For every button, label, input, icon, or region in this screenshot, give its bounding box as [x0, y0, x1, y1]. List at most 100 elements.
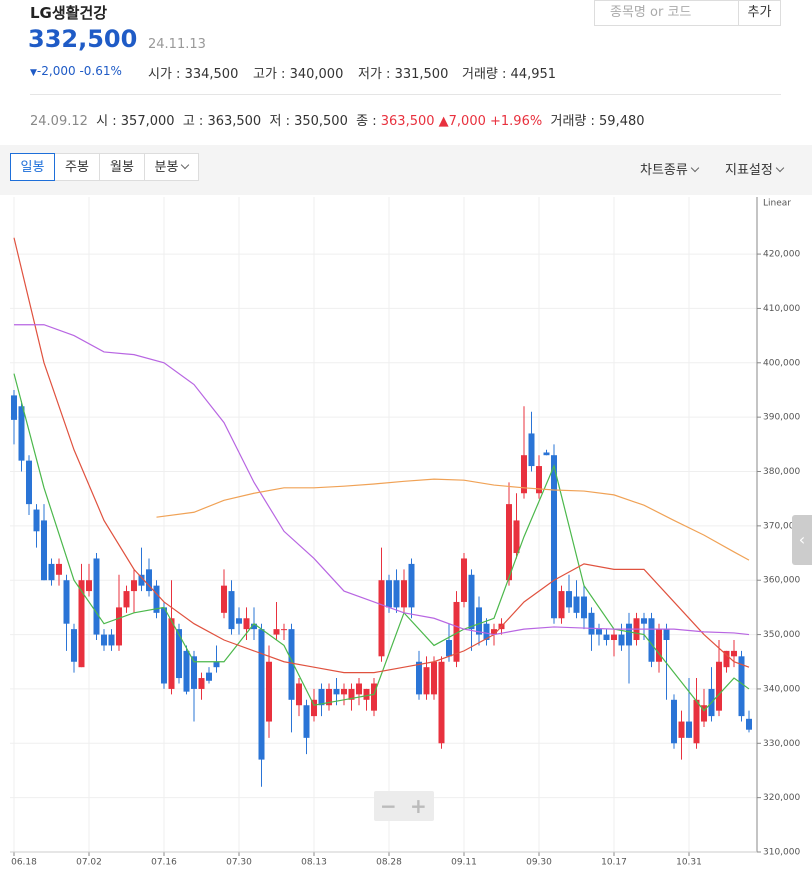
candle-body — [528, 433, 535, 467]
chevron — [690, 163, 700, 173]
stat-label: 저가 — [358, 67, 382, 82]
indicator-menu[interactable]: 지표설정 — [725, 159, 785, 178]
grid — [10, 197, 757, 853]
candle-body — [611, 634, 617, 641]
tab-month[interactable]: 월봉 — [99, 153, 145, 181]
y-tick-label: 360,000 — [763, 576, 800, 586]
candle-body — [656, 629, 662, 662]
candle-body — [48, 563, 55, 581]
candle-body — [671, 699, 677, 744]
candle-body — [693, 699, 700, 744]
day-value: 363,500 — [380, 114, 435, 129]
zoom-out[interactable]: − — [380, 794, 397, 818]
stat: 시가 : 334,500 — [148, 67, 239, 82]
moving-average-line — [13, 237, 750, 674]
moving-average-line — [13, 373, 750, 712]
candle-body — [423, 667, 430, 695]
candle-body — [513, 520, 520, 554]
candle-body — [738, 656, 745, 717]
stock-name: LG생활건강 — [30, 4, 108, 22]
y-tick-label: 350,000 — [763, 630, 800, 640]
candle-body — [213, 661, 220, 668]
candle-body — [191, 656, 197, 689]
candle-body — [491, 629, 497, 635]
x-tick-label: 07.16 — [151, 858, 177, 868]
candle-body — [573, 596, 580, 613]
add-button[interactable]: 추가 — [738, 0, 781, 26]
candle-body — [686, 721, 692, 738]
candle-body — [41, 520, 47, 581]
candle-body — [18, 406, 25, 461]
y-tick-label: 420,000 — [763, 250, 800, 260]
candle-body — [303, 705, 310, 738]
candle-body — [506, 504, 512, 581]
tab-week[interactable]: 주봉 — [54, 153, 100, 181]
chart: Linear 310,000 320,000 330,000 340,000 350,0… — [10, 197, 800, 868]
candle-body — [348, 688, 355, 700]
x-tick-label: 10.31 — [676, 858, 702, 868]
candle-body — [71, 629, 77, 662]
stat: 저가 : 331,500 — [358, 67, 449, 82]
candle-body — [266, 661, 272, 722]
candle-body — [146, 569, 152, 592]
candle-body — [408, 563, 415, 608]
day-value: 350,500 — [294, 114, 348, 129]
candle-body — [663, 629, 670, 641]
candle-body — [566, 591, 572, 608]
day-value: 363,500 — [207, 114, 262, 129]
y-tick-label: 410,000 — [763, 304, 800, 314]
candle-body — [386, 580, 392, 608]
zoom-control: − + — [374, 791, 434, 821]
candle-body — [26, 460, 32, 505]
candle-body — [626, 623, 632, 646]
side-panel-handle[interactable]: ‹ — [792, 515, 812, 565]
day-value: 59,480 — [599, 114, 645, 129]
candle-body — [153, 585, 160, 613]
candle-body — [108, 634, 115, 646]
change: ▼-2,000 -0.61% — [30, 64, 122, 78]
candle-body — [131, 580, 137, 592]
candle-body — [588, 612, 595, 635]
candle-body — [243, 618, 250, 630]
y-tick-label: 380,000 — [763, 467, 800, 477]
date: 24.11.13 — [148, 37, 206, 52]
candle-body — [123, 591, 130, 608]
day-label: 고 — [182, 114, 195, 129]
search-input[interactable]: 종목명 or 코드 — [594, 0, 739, 26]
candle-body — [446, 640, 452, 657]
candle-body — [401, 580, 407, 608]
tab-day[interactable]: 일봉 — [10, 153, 55, 181]
candle-body — [333, 688, 340, 695]
candle-body — [221, 585, 227, 613]
candle-body — [236, 618, 242, 624]
day-label: 저 — [269, 114, 282, 129]
candle-body — [273, 629, 280, 635]
candle-body — [581, 596, 587, 619]
tab-minute[interactable]: 분봉 — [144, 153, 199, 181]
day-value: 357,000 — [120, 114, 175, 129]
candle-body — [678, 721, 685, 738]
chart-type-menu[interactable]: 차트종류 — [640, 159, 700, 178]
moving-average-line — [14, 324, 750, 636]
candle-body — [701, 705, 707, 722]
candle-body — [281, 629, 287, 631]
stat-value: 44,951 — [510, 67, 557, 82]
candle-body — [371, 683, 377, 711]
y-tick-label: 330,000 — [763, 739, 800, 749]
candle-body — [183, 650, 190, 692]
candle-body — [33, 509, 40, 532]
candle-body — [311, 699, 317, 717]
y-tick-label: 320,000 — [763, 793, 800, 803]
candle-body — [716, 661, 722, 711]
candle-body — [138, 574, 145, 586]
day-change: ▲7,000 +1.96% — [438, 114, 543, 129]
day-label: 거래량 — [550, 114, 587, 129]
x-tick-label: 07.30 — [226, 858, 252, 868]
candle-body — [536, 466, 542, 494]
candle-body — [558, 591, 565, 619]
menu-label: 차트종류 — [640, 163, 688, 178]
zoom-in[interactable]: + — [410, 794, 427, 818]
candle-body — [288, 629, 295, 700]
candle-body — [11, 395, 17, 420]
candle-body — [258, 629, 265, 760]
